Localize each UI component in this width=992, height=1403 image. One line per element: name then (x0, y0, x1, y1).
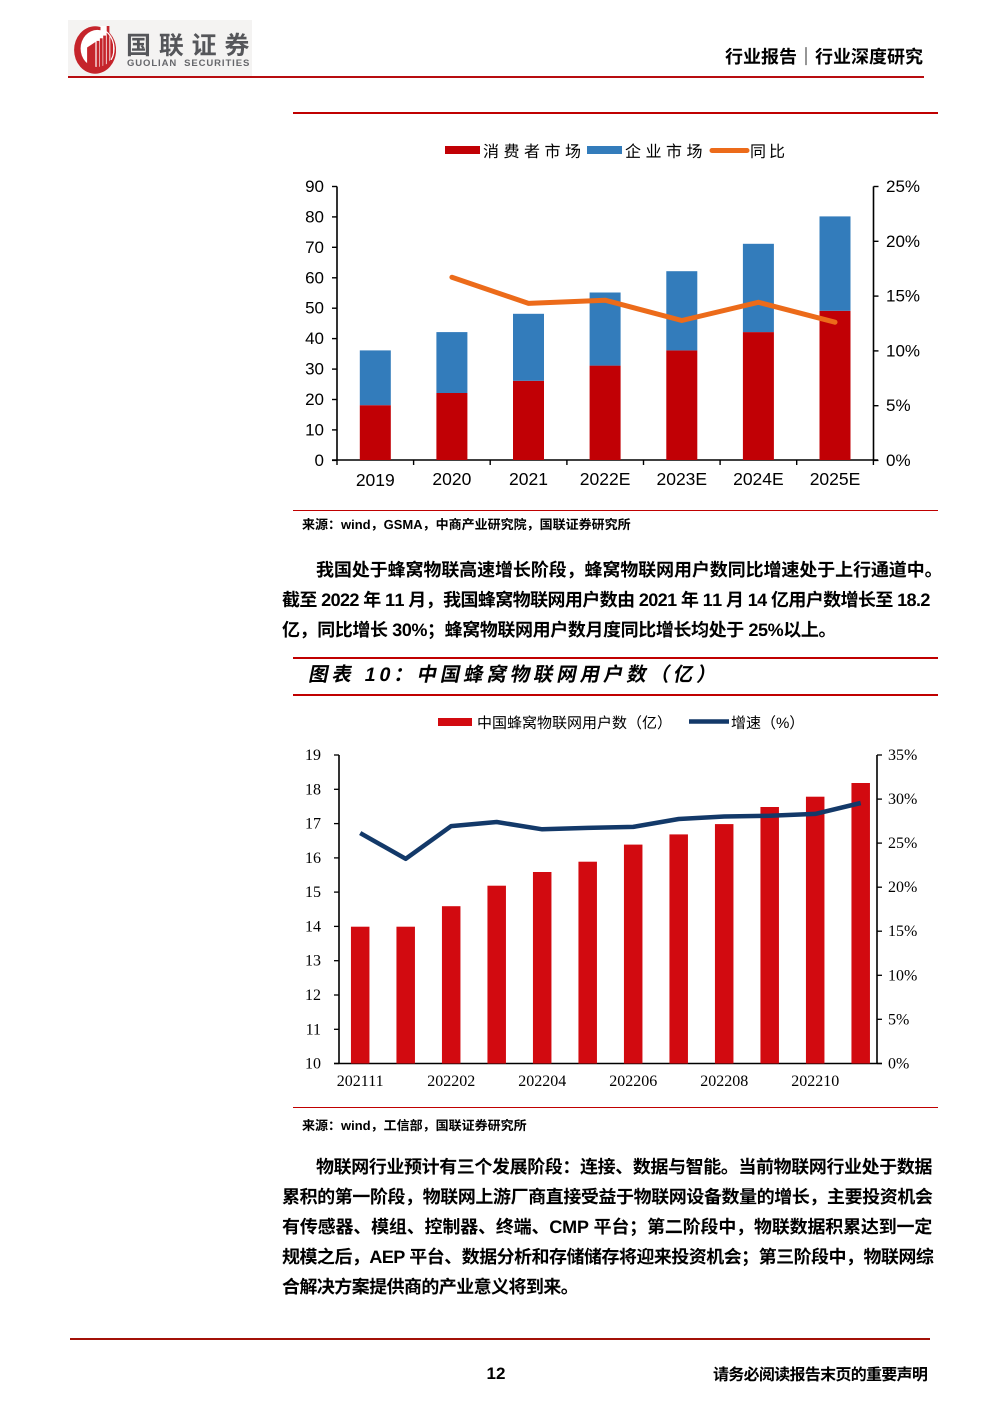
svg-text:202208: 202208 (700, 1073, 748, 1090)
svg-text:5%: 5% (886, 396, 911, 415)
svg-text:60: 60 (305, 268, 324, 287)
svg-text:202210: 202210 (791, 1073, 839, 1090)
svg-text:2024E: 2024E (733, 469, 784, 489)
svg-text:0%: 0% (886, 451, 911, 470)
svg-text:80: 80 (305, 207, 324, 226)
svg-text:13: 13 (305, 953, 321, 970)
svg-text:50: 50 (305, 299, 324, 318)
svg-text:14: 14 (305, 918, 321, 935)
svg-text:2022E: 2022E (580, 469, 631, 489)
svg-text:0: 0 (315, 451, 324, 470)
svg-text:2020: 2020 (432, 469, 471, 489)
svg-text:10: 10 (305, 420, 324, 439)
svg-text:10%: 10% (886, 341, 920, 360)
svg-text:12: 12 (305, 987, 321, 1004)
svg-text:202206: 202206 (609, 1073, 657, 1090)
svg-text:16: 16 (305, 850, 321, 867)
svg-text:202202: 202202 (427, 1073, 475, 1090)
svg-text:19: 19 (305, 747, 321, 764)
svg-text:5%: 5% (888, 1011, 909, 1028)
svg-text:40: 40 (305, 329, 324, 348)
svg-text:2019: 2019 (356, 470, 395, 490)
svg-text:25%: 25% (886, 177, 920, 196)
svg-text:202111: 202111 (337, 1073, 384, 1090)
svg-text:35%: 35% (888, 747, 917, 764)
svg-text:30: 30 (305, 360, 324, 379)
svg-text:18: 18 (305, 781, 321, 798)
svg-text:15%: 15% (888, 923, 917, 940)
svg-text:20: 20 (305, 390, 324, 409)
svg-text:0%: 0% (888, 1056, 909, 1073)
svg-text:15: 15 (305, 884, 321, 901)
svg-text:10: 10 (305, 1056, 321, 1073)
svg-text:17: 17 (305, 816, 321, 833)
svg-text:30%: 30% (888, 791, 917, 808)
svg-text:10%: 10% (888, 967, 917, 984)
svg-text:20%: 20% (888, 879, 917, 896)
svg-text:11: 11 (306, 1021, 321, 1038)
svg-text:2025E: 2025E (810, 469, 861, 489)
svg-text:202204: 202204 (518, 1073, 566, 1090)
svg-text:15%: 15% (886, 287, 920, 306)
svg-text:2023E: 2023E (656, 469, 707, 489)
svg-text:70: 70 (305, 238, 324, 257)
svg-text:90: 90 (305, 177, 324, 196)
svg-text:20%: 20% (886, 232, 920, 251)
svg-text:2021: 2021 (509, 469, 548, 489)
svg-text:25%: 25% (888, 835, 917, 852)
